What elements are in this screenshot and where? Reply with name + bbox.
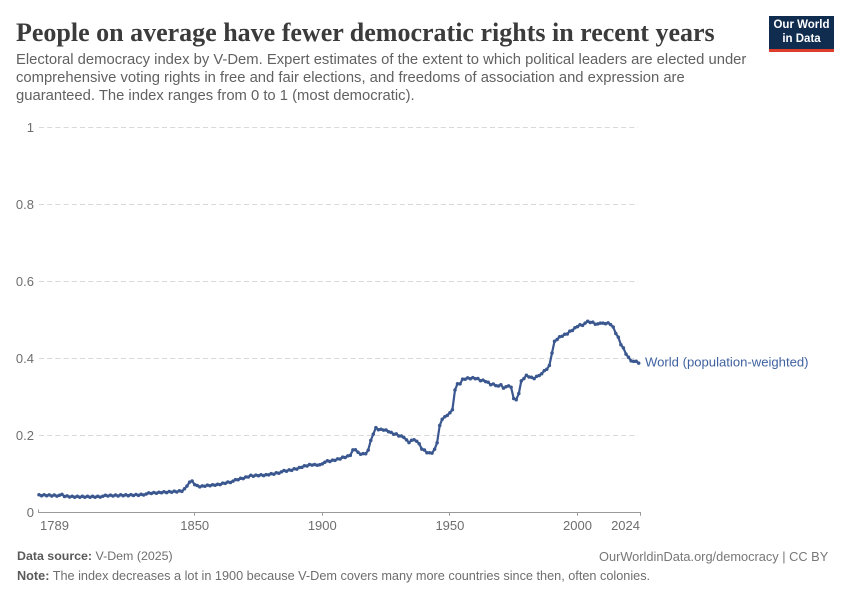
svg-text:1900: 1900 [308,518,337,533]
svg-text:0.6: 0.6 [16,274,34,289]
svg-text:1789: 1789 [40,518,69,533]
svg-text:0.2: 0.2 [16,428,34,443]
svg-text:1950: 1950 [435,518,464,533]
svg-text:2024: 2024 [611,518,640,533]
svg-text:0.4: 0.4 [16,351,34,366]
svg-text:2000: 2000 [563,518,592,533]
svg-text:World (population-weighted): World (population-weighted) [645,355,809,370]
svg-text:1850: 1850 [180,518,209,533]
svg-text:0: 0 [27,505,34,520]
svg-text:1: 1 [27,120,34,135]
svg-text:0.8: 0.8 [16,197,34,212]
